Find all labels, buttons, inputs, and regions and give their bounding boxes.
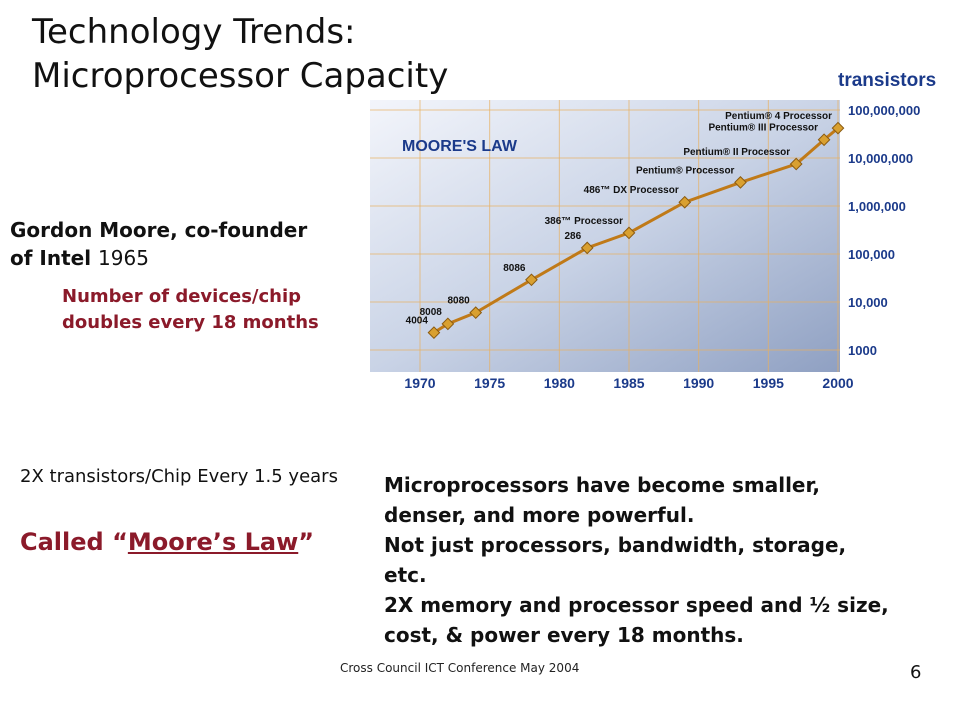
- title-line-2: Microprocessor Capacity: [32, 56, 449, 96]
- point-label: 4004: [406, 316, 429, 327]
- slide-title: Technology Trends: Microprocessor Capaci…: [32, 10, 448, 98]
- x-tick-labels: 1970 1975 1980 1985 1990 1995 2000: [404, 375, 853, 391]
- data-point-marker: [817, 133, 831, 147]
- x-tick-label: 2000: [822, 375, 853, 391]
- y-tick-label: 10,000,000: [848, 151, 913, 166]
- called-prefix: Called: [20, 528, 113, 556]
- data-point-marker: [441, 317, 455, 331]
- point-label: Pentium® Processor: [636, 165, 735, 176]
- point-label: 8086: [503, 263, 526, 274]
- x-tick-label: 1970: [404, 375, 435, 391]
- footer-text: Cross Council ICT Conference May 2004: [340, 661, 580, 675]
- x-tick-label: 1990: [683, 375, 714, 391]
- point-label: 286: [565, 231, 582, 242]
- y-tick-label: 1,000,000: [848, 199, 906, 214]
- data-point-marker: [734, 176, 747, 189]
- summary-line-1: Microprocessors have become smaller, den…: [384, 473, 821, 527]
- chart-y-axis-label: transistors: [838, 70, 936, 91]
- chart-title: MOORE'S LAW: [402, 138, 518, 155]
- x-tick-label: 1995: [753, 375, 784, 391]
- summary-line-3: 2X memory and processor speed and ½ size…: [384, 593, 889, 647]
- point-label: 8008: [420, 307, 443, 318]
- moores-law-chart: MOORE'S LAW transistors 1000 10,000 100,00…: [370, 70, 936, 391]
- data-point-marker: [469, 306, 483, 320]
- data-point-marker: [525, 273, 538, 287]
- y-tick-label: 1000: [848, 343, 877, 358]
- moore-heading: Gordon Moore, co-founder of Intel 1965: [10, 216, 310, 272]
- transistor-doubling-text: 2X transistors/Chip Every 1.5 years: [20, 466, 338, 487]
- moore-heading-text: Gordon Moore, co-founder of Intel: [10, 218, 308, 270]
- point-label: 386™ Processor: [545, 216, 623, 227]
- page-number: 6: [910, 662, 922, 683]
- summary-text: Microprocessors have become smaller, den…: [384, 470, 894, 650]
- data-point-marker: [580, 241, 594, 255]
- point-label: Pentium® II Processor: [683, 147, 790, 158]
- point-label: 8080: [447, 296, 470, 307]
- moores-law-link[interactable]: Moore’s Law: [127, 528, 299, 556]
- moore-year: 1965: [98, 246, 149, 270]
- x-tick-label: 1985: [613, 375, 644, 391]
- y-tick-label: 10,000: [848, 295, 888, 310]
- summary-line-2: Not just processors, bandwidth, storage,…: [384, 533, 847, 587]
- point-label: Pentium® III Processor: [708, 123, 818, 134]
- data-point-marker: [831, 121, 845, 135]
- x-tick-label: 1980: [544, 375, 575, 391]
- data-markers: [427, 121, 845, 340]
- data-point-marker: [622, 226, 636, 240]
- y-tick-labels: 1000 10,000 100,000 1,000,000 10,000,000 100,…: [848, 103, 920, 358]
- y-tick-label: 100,000: [848, 247, 895, 262]
- x-tick-label: 1975: [474, 375, 505, 391]
- data-point-marker: [427, 326, 441, 340]
- called-moores-law: Called “Moore’s Law”: [20, 528, 315, 556]
- y-tick-label: 100,000,000: [848, 103, 920, 118]
- point-label: Pentium® 4 Processor: [725, 111, 832, 122]
- data-point-marker: [789, 157, 803, 171]
- title-line-1: Technology Trends:: [32, 12, 356, 52]
- moore-subtext: Number of devices/chip doubles every 18 …: [62, 286, 319, 333]
- point-label: 486™ DX Processor: [584, 185, 679, 196]
- chart-grid: [370, 100, 840, 372]
- data-point-marker: [678, 195, 692, 209]
